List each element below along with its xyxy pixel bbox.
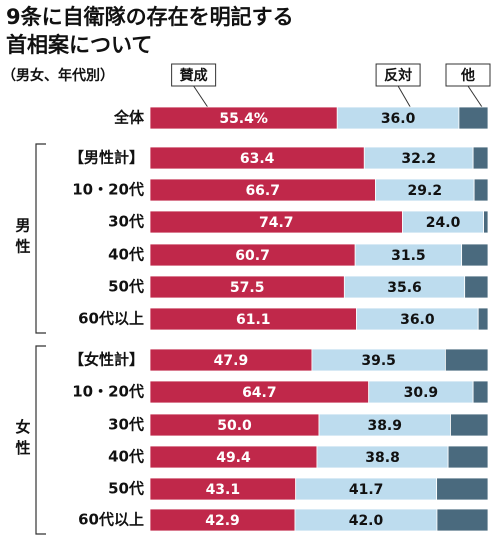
value-label: 31.5 (391, 248, 426, 264)
value-label: 64.7 (242, 385, 277, 401)
bar-segment (436, 508, 489, 532)
group-label: 女性 (14, 418, 32, 461)
category-label: 【男性計】 (69, 149, 144, 167)
category-label: 10・20代 (72, 181, 144, 199)
value-label: 50.0 (217, 418, 252, 434)
value-label: 42.9 (205, 513, 240, 529)
value-label: 60.7 (235, 248, 270, 264)
value-label: 74.7 (259, 215, 294, 231)
category-label: 30代 (108, 416, 144, 434)
value-label: 41.7 (349, 482, 384, 498)
chart-title: 首相案について (6, 33, 152, 57)
bar-segment (473, 178, 489, 202)
value-label: 43.1 (206, 482, 241, 498)
bar-segment (436, 477, 489, 501)
chart-subtitle: （男女、年代別） (2, 67, 114, 84)
category-label: 50代 (108, 278, 144, 296)
bar-segment (458, 106, 489, 130)
legend-leader (397, 85, 411, 108)
value-label: 36.0 (400, 312, 435, 328)
value-label: 47.9 (214, 353, 249, 369)
value-label: 35.6 (387, 280, 422, 296)
category-label: 60代以上 (78, 511, 144, 529)
category-label: 10・20代 (72, 383, 144, 401)
group-bracket (35, 345, 46, 535)
category-label: 40代 (108, 448, 144, 466)
legend-label: 反対 (384, 67, 412, 84)
bar-segment (461, 243, 489, 267)
category-label: 【女性計】 (69, 351, 144, 369)
value-label: 29.2 (408, 183, 443, 199)
legend-label: 他 (460, 67, 475, 84)
bar-segment (445, 348, 489, 372)
category-label: 50代 (108, 480, 144, 498)
value-label: 66.7 (245, 183, 280, 199)
bar-segment (447, 445, 489, 469)
bar-segment (483, 210, 489, 234)
group-label: 男性 (14, 218, 32, 260)
group-bracket (35, 143, 46, 334)
legend-label: 賛成 (180, 67, 208, 84)
category-label: 40代 (108, 246, 144, 264)
legend-leader (467, 85, 483, 108)
value-label: 57.5 (230, 280, 265, 296)
legend-leader (193, 85, 209, 108)
category-label: 30代 (108, 213, 144, 231)
value-label: 39.5 (361, 353, 396, 369)
chart-title: 9条に自衛隊の存在を明記する (6, 5, 294, 29)
bar-segment (450, 413, 489, 437)
value-label: 55.4% (219, 111, 268, 127)
bar-segment (472, 146, 489, 170)
value-label: 36.0 (381, 111, 416, 127)
bar-segment (477, 307, 489, 331)
bar-segment (472, 380, 489, 404)
value-label: 30.9 (404, 385, 439, 401)
value-label: 32.2 (401, 151, 436, 167)
value-label: 38.9 (367, 418, 402, 434)
value-label: 38.8 (365, 450, 400, 466)
value-label: 49.4 (216, 450, 251, 466)
value-label: 61.1 (236, 312, 271, 328)
bar-segment (464, 275, 489, 299)
value-label: 42.0 (349, 513, 384, 529)
category-label: 全体 (113, 109, 145, 127)
value-label: 24.0 (426, 215, 461, 231)
category-label: 60代以上 (78, 310, 144, 328)
value-label: 63.4 (240, 151, 275, 167)
